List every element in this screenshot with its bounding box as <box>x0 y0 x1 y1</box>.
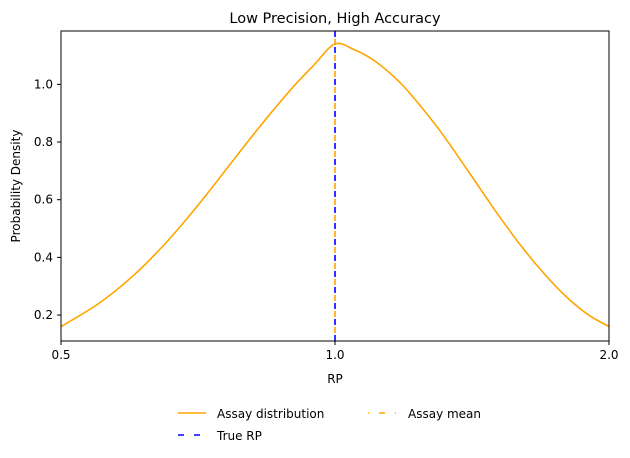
chart-title: Low Precision, High Accuracy <box>229 11 441 27</box>
axes-frame <box>60 30 610 342</box>
y-tick-label: 1.0 <box>34 77 53 91</box>
x-tick-label: 1.0 <box>325 348 344 362</box>
x-axis-label: RP <box>327 372 343 386</box>
x-tick-label: 0.5 <box>51 348 70 362</box>
y-tick-label: 0.4 <box>34 250 53 264</box>
x-axis-ticks: 0.5 1.0 2.0 <box>51 341 619 362</box>
x-tick-label: 2.0 <box>599 348 618 362</box>
series-assay-distribution-line <box>60 42 610 328</box>
y-tick-label: 0.2 <box>34 308 53 322</box>
y-tick-label: 0.8 <box>34 135 53 149</box>
legend-label-assay-mean: Assay mean <box>408 407 481 421</box>
legend: Assay distribution True RP Assay mean <box>178 407 481 443</box>
plot-area <box>60 31 610 341</box>
legend-label-assay-distribution: Assay distribution <box>217 407 324 421</box>
y-axis-label: Probability Density <box>9 130 23 243</box>
y-axis-ticks: 0.2 0.4 0.6 0.8 1.0 <box>34 77 61 322</box>
y-tick-label: 0.6 <box>34 193 53 207</box>
legend-label-true-rp: True RP <box>216 429 262 443</box>
